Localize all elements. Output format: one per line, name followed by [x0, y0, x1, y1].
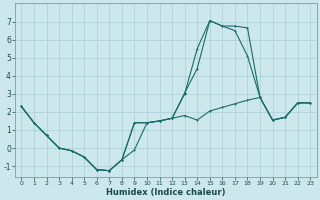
X-axis label: Humidex (Indice chaleur): Humidex (Indice chaleur): [106, 188, 226, 197]
